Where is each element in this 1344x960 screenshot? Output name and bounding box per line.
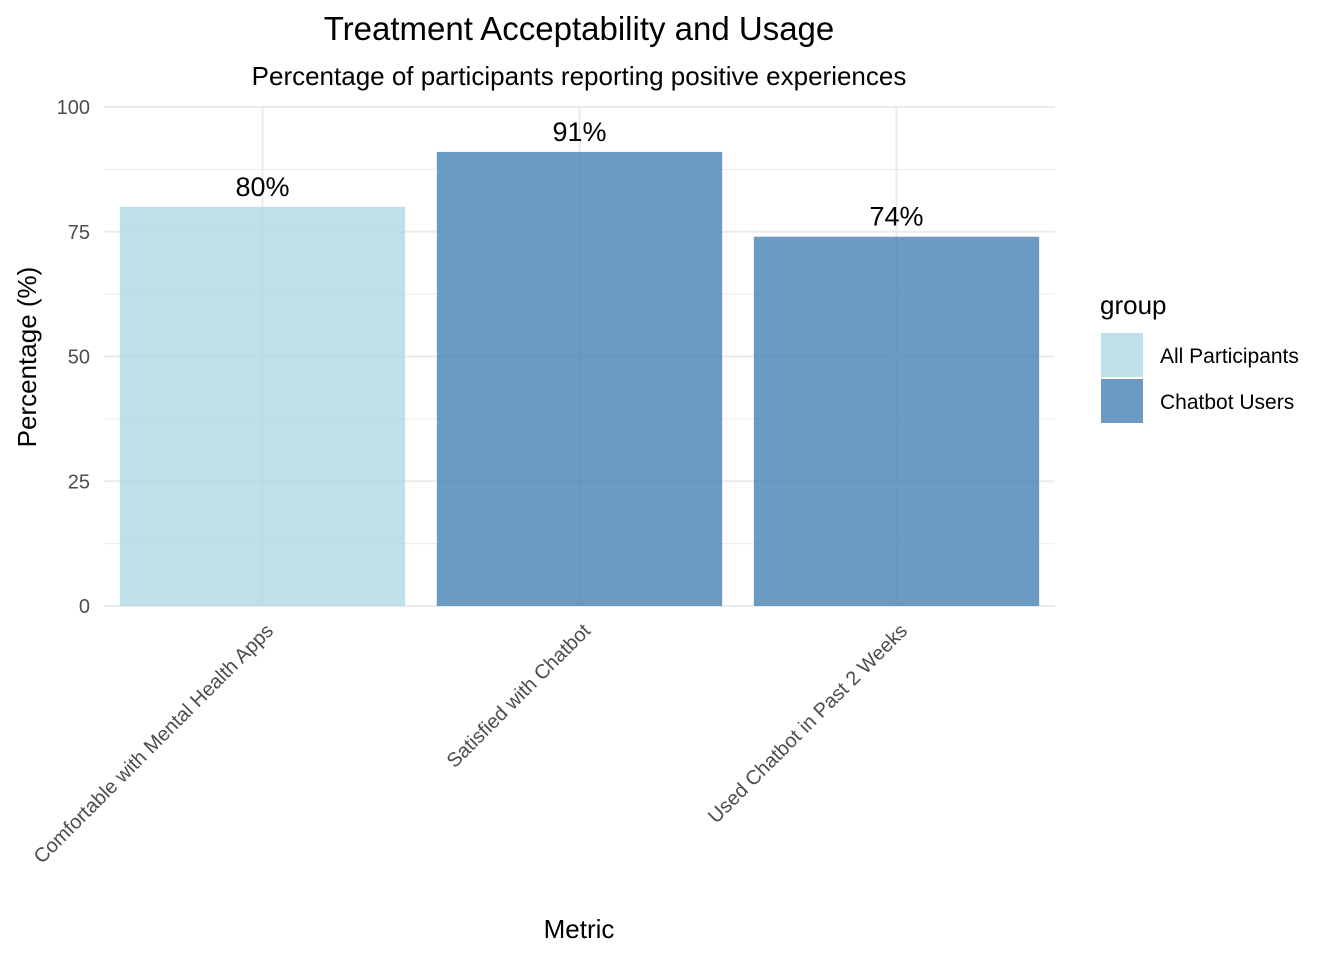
y-axis-ticks: 0 25 50 75 100 [57, 97, 90, 618]
legend-swatch [1101, 379, 1143, 423]
y-tick-label: 75 [68, 222, 90, 244]
bar-value-label: 74% [869, 202, 923, 232]
legend: group All Participants Chatbot Users [1100, 290, 1299, 423]
legend-label: All Participants [1160, 345, 1299, 368]
bar [753, 236, 1040, 607]
legend-label: Chatbot Users [1160, 391, 1294, 414]
data-labels: 80% 91% 74% [235, 117, 923, 232]
bar-value-label: 91% [552, 117, 606, 147]
x-tick-label: Satisfied with Chatbot [443, 620, 596, 773]
legend-items: All Participants Chatbot Users [1101, 333, 1299, 423]
chart-subtitle: Percentage of participants reporting pos… [252, 61, 907, 91]
legend-swatch [1101, 333, 1143, 377]
y-tick-label: 50 [68, 347, 90, 369]
x-tick-label: Comfortable with Mental Health Apps [30, 620, 278, 868]
y-axis-title: Percentage (%) [12, 267, 42, 448]
chart-title: Treatment Acceptability and Usage [324, 10, 835, 47]
x-axis-title: Metric [544, 914, 615, 944]
bars [119, 151, 1040, 607]
y-tick-label: 25 [68, 471, 90, 493]
bar [436, 151, 723, 606]
x-axis-ticks: Comfortable with Mental Health Apps Satis… [30, 620, 912, 869]
legend-title: group [1100, 290, 1167, 320]
y-tick-label: 100 [57, 97, 90, 119]
bar [119, 206, 406, 607]
y-tick-label: 0 [79, 596, 90, 618]
x-tick-label: Used Chatbot in Past 2 Weeks [704, 620, 912, 828]
bar-value-label: 80% [235, 172, 289, 202]
